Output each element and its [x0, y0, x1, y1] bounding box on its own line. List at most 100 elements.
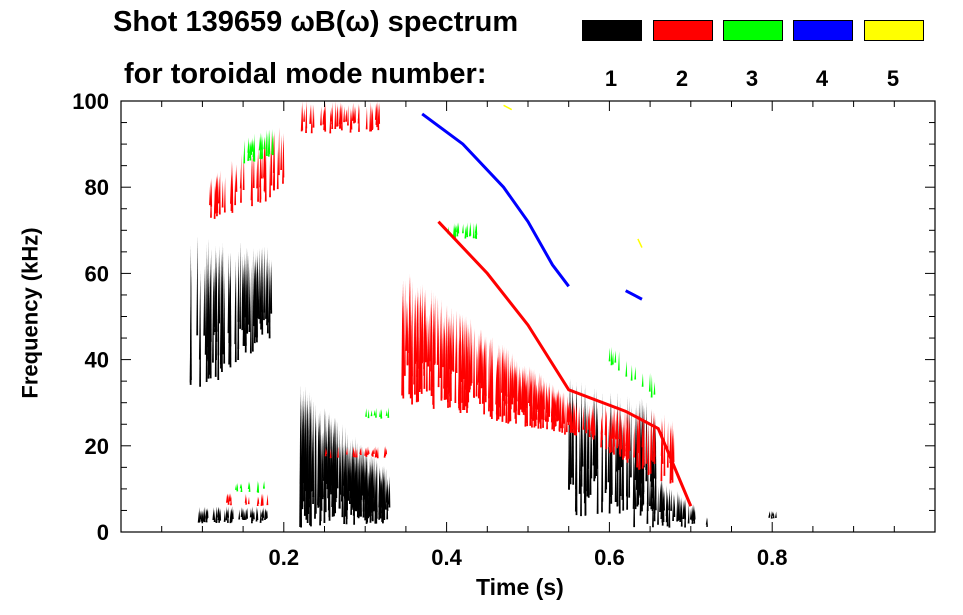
spectral-streak	[324, 447, 327, 457]
spectral-streak	[450, 321, 452, 374]
spectral-streak	[367, 471, 370, 519]
spectral-streak	[558, 396, 561, 431]
spectral-streak	[234, 170, 237, 206]
spectral-streak	[303, 401, 306, 516]
spectral-streak	[342, 444, 344, 497]
spectral-streak	[618, 413, 621, 455]
spectral-streak	[365, 107, 368, 130]
spectral-streak	[212, 267, 215, 336]
spectral-streak	[330, 106, 332, 122]
spectral-streak	[307, 423, 310, 515]
spectral-streak	[364, 447, 367, 456]
spectral-streak	[379, 469, 382, 508]
spectral-streak	[282, 133, 285, 178]
spectral-streak	[302, 389, 305, 484]
spectral-streak	[321, 432, 324, 478]
spectral-streak	[504, 352, 507, 396]
spectral-streak	[199, 510, 202, 520]
spectral-streak	[371, 457, 373, 513]
spectral-streak	[561, 392, 564, 429]
spectral-streak	[372, 447, 375, 454]
spectral-streak	[300, 417, 303, 494]
y-axis-label: Frequency (kHz)	[17, 227, 43, 399]
spectral-streak	[652, 410, 654, 462]
spectral-streak	[347, 447, 350, 492]
spectral-streak	[230, 510, 233, 521]
spectral-streak	[566, 395, 569, 422]
spectral-streak	[310, 104, 313, 134]
spectral-streak	[687, 503, 690, 524]
spectral-streak	[612, 407, 615, 453]
spectral-streak	[427, 319, 430, 367]
mode-3-region	[235, 480, 265, 493]
spectral-streak	[406, 307, 409, 366]
spectral-streak	[510, 368, 513, 397]
spectral-streak	[462, 223, 464, 234]
x-axis-label: Time (s)	[476, 574, 564, 600]
spectral-streak	[255, 506, 258, 522]
x-tick-label: 0.8	[757, 545, 788, 570]
spectral-streak	[219, 510, 222, 521]
mode-3-region	[447, 221, 478, 239]
spectral-streak	[557, 388, 560, 418]
spectral-streak	[541, 390, 543, 420]
spectral-streak	[555, 391, 558, 418]
spectral-streak	[351, 102, 354, 121]
spectral-streak	[237, 275, 240, 350]
spectral-streak	[614, 350, 617, 363]
spectral-streak	[449, 333, 451, 408]
spectral-streak	[276, 147, 279, 190]
mode-1-region	[633, 458, 708, 528]
mode-2-region	[401, 273, 578, 436]
spectral-streak	[421, 284, 424, 362]
spectral-streak	[382, 471, 384, 514]
spectral-streak	[354, 446, 356, 458]
spectral-streak	[325, 449, 328, 454]
mode-3-region	[365, 407, 390, 419]
spectral-streak	[239, 483, 242, 489]
spectral-streak	[352, 447, 354, 506]
spectral-streak	[642, 416, 645, 466]
spectral-streak	[379, 409, 381, 417]
spectral-streak	[633, 424, 635, 458]
spectral-streak	[436, 297, 439, 365]
spectral-streak	[257, 481, 260, 493]
spectral-streak	[196, 236, 199, 336]
spectral-streak	[241, 265, 244, 329]
spectral-streak	[381, 465, 383, 514]
spectral-streak	[228, 493, 231, 502]
spectral-streak	[212, 276, 214, 363]
spectral-streak	[507, 349, 510, 410]
spectral-streak	[544, 386, 547, 422]
spectral-streak	[215, 506, 218, 523]
spectral-streak	[470, 342, 472, 386]
spectral-streak	[475, 345, 478, 397]
spectral-streak	[249, 141, 252, 154]
spectral-streak	[454, 224, 457, 237]
spectral-streak	[365, 447, 368, 457]
spectral-streak	[306, 402, 308, 476]
spectral-streak	[617, 351, 620, 371]
spectral-streak	[637, 459, 640, 505]
legend-label-mode-3: 3	[745, 66, 759, 91]
spectral-streak	[261, 246, 264, 335]
spectral-streak	[263, 483, 265, 489]
spectral-streak	[344, 427, 347, 517]
spectral-streak	[378, 102, 381, 124]
spectral-streak	[608, 411, 611, 454]
spectral-streak	[340, 104, 343, 131]
spectral-streak	[337, 446, 339, 458]
spectral-streak	[616, 419, 619, 445]
spectral-streak	[387, 483, 390, 505]
spectral-streak	[353, 106, 355, 124]
spectral-streak	[565, 402, 568, 433]
spectral-streak	[653, 420, 656, 464]
spectral-streak	[247, 481, 250, 489]
spectral-streak	[354, 106, 356, 123]
spectral-streak	[645, 420, 648, 464]
spectral-streak	[588, 405, 591, 437]
spectral-streak	[539, 375, 542, 418]
spectral-streak	[251, 153, 253, 207]
spectral-streak	[203, 506, 206, 523]
